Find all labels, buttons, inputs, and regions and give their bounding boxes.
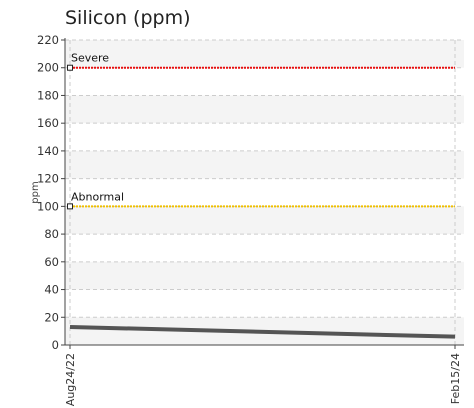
background-bands	[65, 40, 464, 345]
background-band	[65, 95, 464, 124]
y-tick-label: 20	[44, 310, 59, 324]
x-tick-labels: Aug24/22 Feb15/24	[64, 345, 462, 406]
y-tick-label: 60	[44, 255, 59, 269]
axes	[64, 38, 464, 346]
series-lines	[69, 324, 456, 339]
y-tick-label: 80	[44, 227, 59, 241]
threshold-marker	[67, 64, 73, 71]
background-band	[65, 150, 464, 179]
x-tick-label: Feb15/24	[449, 353, 462, 404]
grid-lines	[65, 39, 464, 345]
y-axis-label: ppm	[30, 181, 41, 203]
series-line	[69, 324, 456, 339]
y-tick-label: 120	[37, 172, 59, 186]
threshold-label: Abnormal	[71, 190, 124, 203]
background-band	[65, 206, 464, 235]
background-band	[65, 40, 464, 68]
y-tick-labels: 0 20 40 60 80 100 120 140 160 180 200 220	[37, 33, 65, 352]
y-tick-label: 220	[37, 33, 59, 47]
threshold-marker	[67, 203, 73, 210]
y-tick-label: 200	[37, 61, 59, 75]
y-tick-label: 40	[44, 283, 59, 297]
y-tick-label: 160	[37, 116, 59, 130]
y-tick-label: 100	[37, 199, 59, 213]
y-tick-label: 0	[52, 338, 59, 352]
y-tick-label: 180	[37, 88, 59, 102]
x-tick-label: Aug24/22	[64, 353, 77, 406]
chart-title: Silicon (ppm)	[65, 7, 191, 29]
threshold-lines: Severe Abnormal	[67, 52, 455, 210]
y-tick-label: 140	[37, 144, 59, 158]
background-band	[65, 261, 464, 290]
threshold-label: Severe	[71, 52, 109, 65]
